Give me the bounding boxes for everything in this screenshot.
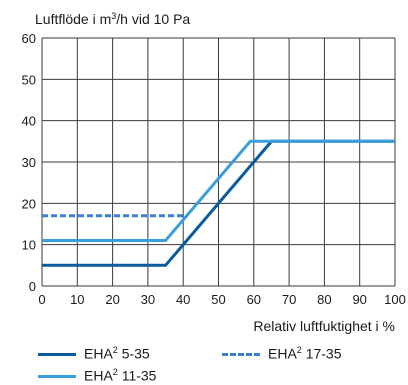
- x-axis-label: Relativ luftfuktighet i %: [253, 318, 395, 334]
- x-tick-label: 60: [247, 292, 261, 307]
- legend-item-series-0: EHA2 5-35: [38, 345, 150, 362]
- y-tick-label: 0: [29, 279, 36, 294]
- legend-label-rest: 17-35: [301, 345, 342, 362]
- y-tick-label: 40: [22, 114, 36, 129]
- series-line-1: [42, 139, 395, 242]
- legend-label: EHA: [268, 345, 297, 362]
- x-tick-label: 70: [282, 292, 296, 307]
- x-tick-label: 0: [38, 292, 45, 307]
- x-tick-label: 50: [211, 292, 225, 307]
- legend-item-series-1: EHA2 11-35: [38, 367, 156, 384]
- legend-label-sup: 2: [112, 345, 118, 355]
- y-axis: 0 10 20 30 40 50 60: [22, 31, 36, 294]
- legend-label-rest: 11-35: [117, 367, 157, 384]
- series-lines: [42, 139, 395, 267]
- x-tick-label: 10: [70, 292, 84, 307]
- legend-label-rest: 5-35: [117, 345, 150, 362]
- x-tick-label: 100: [384, 292, 406, 307]
- x-axis: 0 10 20 30 40 50 60 70 80 90 100: [38, 292, 405, 307]
- y-tick-label: 30: [22, 155, 36, 170]
- legend-label-sup: 2: [112, 367, 118, 377]
- x-tick-label: 90: [352, 292, 366, 307]
- legend-swatch: [222, 353, 260, 357]
- legend-label-sup: 2: [296, 345, 302, 355]
- y-tick-label: 20: [22, 196, 36, 211]
- chart-title: Luftflöde i m3/h vid 10 Pa: [35, 11, 190, 27]
- y-tick-label: 10: [22, 238, 36, 253]
- x-tick-label: 20: [105, 292, 119, 307]
- legend-label: EHA: [84, 345, 113, 362]
- y-tick-label: 60: [22, 31, 36, 46]
- legend-swatch: [38, 375, 76, 379]
- x-tick-label: 30: [141, 292, 155, 307]
- y-tick-label: 50: [22, 72, 36, 87]
- legend-label: EHA: [84, 367, 113, 384]
- grid: [41, 37, 396, 287]
- legend-swatch: [38, 353, 76, 357]
- legend-item-series-2: EHA2 17-35: [222, 345, 342, 362]
- x-tick-label: 40: [176, 292, 190, 307]
- x-tick-label: 80: [317, 292, 331, 307]
